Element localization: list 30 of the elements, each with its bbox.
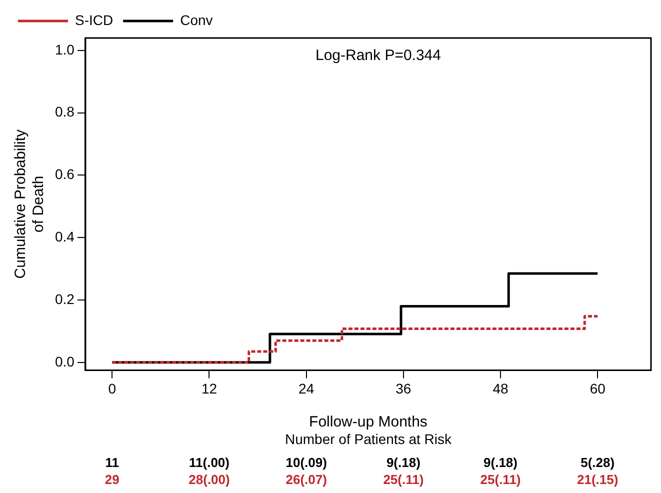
text: 25(.11) <box>480 472 521 487</box>
x-axis-title: Follow-up Months <box>309 413 428 430</box>
legend-label: S-ICD <box>75 12 114 28</box>
text: 9(.18) <box>484 454 518 470</box>
x-tick-label: 48 <box>492 380 509 396</box>
text: 10(.09) <box>286 454 327 470</box>
y-axis-title: Cumulative Probability of Death <box>12 128 48 279</box>
text: 29 <box>104 472 120 487</box>
x-tick-label: 12 <box>201 380 218 396</box>
text: 26(.07) <box>286 472 327 487</box>
annotation: Log-Rank P=0.344 <box>315 47 441 64</box>
y-tick-label: 0.2 <box>54 290 75 307</box>
text: 25(.11) <box>383 472 424 487</box>
x-tick-label: 0 <box>108 380 116 396</box>
text: Number of Patients at Risk <box>284 431 452 448</box>
y-tick-label: 0.4 <box>54 228 75 244</box>
legend-label: Conv <box>180 12 213 28</box>
text: 5(.28) <box>580 454 615 470</box>
y-tick-label: 1.0 <box>54 41 75 58</box>
text: 21(.15) <box>577 472 618 487</box>
y-tick-label: 0.0 <box>54 353 75 370</box>
text: 9(.18) <box>386 454 420 470</box>
text: 28(.00) <box>188 472 230 487</box>
y-tick-label: 0.8 <box>54 104 75 120</box>
x-tick-label: 24 <box>298 380 314 396</box>
text: 11 <box>105 454 120 470</box>
y-tick-label: 0.6 <box>54 166 75 182</box>
x-tick-label: 36 <box>396 380 412 396</box>
text: 11(.00) <box>189 454 230 470</box>
x-tick-label: 60 <box>590 380 606 396</box>
